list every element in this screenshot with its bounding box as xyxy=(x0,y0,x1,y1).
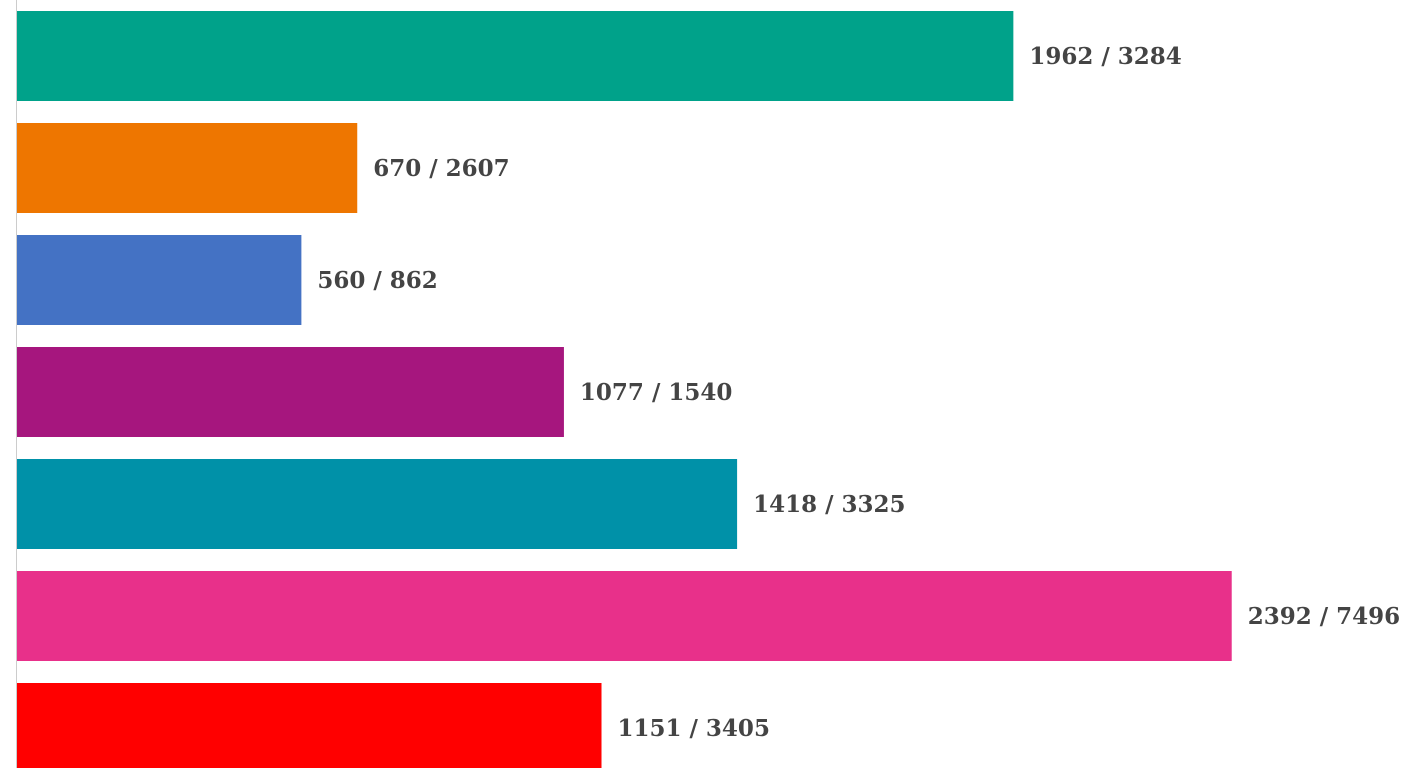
bar xyxy=(17,459,738,549)
value-label: 1151 / 3405 xyxy=(618,715,770,742)
value-label: 670 / 2607 xyxy=(373,155,509,182)
bar xyxy=(17,571,1232,661)
bar xyxy=(17,11,1014,101)
bar xyxy=(17,123,358,213)
value-label: 2392 / 7496 xyxy=(1248,603,1400,630)
bar xyxy=(17,347,564,437)
value-label: 560 / 862 xyxy=(317,267,437,294)
value-label: 1962 / 3284 xyxy=(1029,43,1181,70)
bar xyxy=(17,683,602,768)
value-label: 1077 / 1540 xyxy=(580,379,732,406)
value-label: 1418 / 3325 xyxy=(753,491,905,518)
bar xyxy=(17,235,302,325)
